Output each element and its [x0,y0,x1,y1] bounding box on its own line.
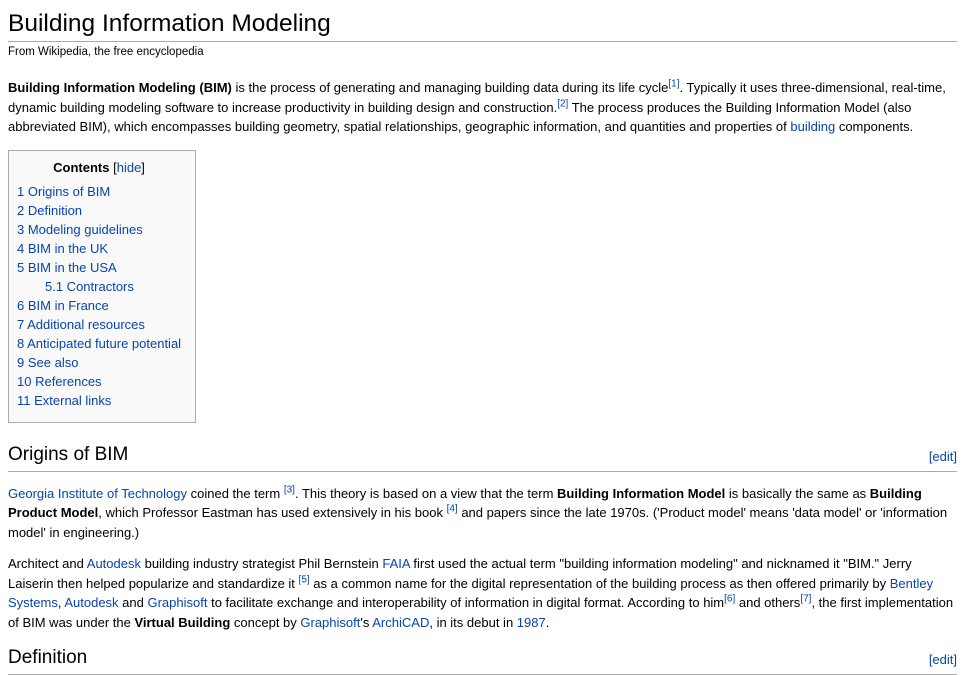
wiki-link[interactable]: ArchiCAD [372,614,430,630]
edit-link[interactable]: [edit] [928,652,957,668]
text-run: , in its debut in [429,614,517,630]
text-run: . This theory is based on a view that th… [294,485,558,501]
site-tagline: From Wikipedia, the free encyclopedia [8,46,204,59]
text-run: Architect and [8,556,87,572]
intro-paragraph: Building Information Modeling (BIM) is t… [8,78,957,137]
intro-section: Building Information Modeling (BIM) is t… [8,78,957,137]
wiki-link[interactable]: Bentley Systems [8,575,934,611]
toc-item: 1 Origins of BIM [17,182,181,201]
bold-text: Building Information Model [557,485,726,501]
edit-section: [edit] [929,652,957,668]
text-run: components. [835,119,914,135]
toc-link[interactable]: 2 Definition [17,202,83,218]
text-run: , the first implementation of BIM was un… [8,595,954,630]
toc-item: 9 See also [17,353,181,372]
text-run: and others [735,595,801,611]
reference-link[interactable]: [1] [668,79,680,91]
toc-item: 5 BIM in the USA [17,258,181,277]
text-run: 's [360,614,373,630]
table-of-contents: Contents [hide] 1 Origins of BIM 2 Defini… [8,149,197,423]
bold-text: Building Information Modeling (BIM) [8,80,232,96]
section-body-origins: Georgia Institute of Technology coined t… [8,484,957,633]
wiki-link[interactable]: building [790,119,836,135]
toc-link[interactable]: 9 See also [17,354,79,370]
toc-link[interactable]: 5 BIM in the USA [17,259,117,275]
text-run: coined the term [187,485,284,501]
reference-sup: [2] [557,99,568,110]
toc-toggle: [hide] [113,160,145,175]
toc-list: 1 Origins of BIM 2 Definition 3 Modeling g… [17,182,181,410]
section-heading-text: Definition [8,647,88,669]
toc-link[interactable]: 5.1 Contractors [45,278,134,294]
toc-title: Contents [53,159,110,175]
toc-item: 6 BIM in France [17,296,181,315]
reference-link[interactable]: [7] [800,593,812,605]
bold-text: Virtual Building [134,614,231,630]
text-run: concept by [230,614,301,630]
section-heading-definition: [edit] Definition [8,647,957,675]
edit-link[interactable]: [edit] [928,448,957,464]
reference-sup: [5] [299,574,310,585]
text-run: is the process of generating and managin… [231,80,669,96]
toc-item: 7 Additional resources [17,315,181,334]
reference-link[interactable]: [3] [283,484,295,496]
toc-toggle-bracket-close: ] [141,159,145,175]
toc-item: 4 BIM in the UK [17,239,181,258]
reference-link[interactable]: [5] [298,574,310,586]
section-heading-text: Origins of BIM [8,443,129,465]
text-run: . [545,614,550,630]
reference-link[interactable]: [2] [557,98,569,110]
section-heading-origins: [edit] Origins of BIM [8,444,957,472]
reference-sup: [3] [284,484,295,495]
text-run: and papers since the late 1970s. ('Produ… [8,505,948,540]
wiki-link[interactable]: Autodesk [86,556,141,572]
text-run: building industry strategist Phil Bernst… [140,556,383,572]
text-run: , which Professor Eastman has used exten… [98,505,447,521]
reference-sup: [4] [447,504,458,515]
toc-link[interactable]: 10 References [17,373,102,389]
reference-sup: [6] [724,594,735,605]
section-paragraph: Architect and Autodesk building industry… [8,554,957,632]
toc-item: 2 Definition [17,201,181,220]
text-run: as a common name for the digital represe… [309,575,890,591]
toc-toggle-bracket-open: [ [113,159,117,175]
reference-link[interactable]: [4] [446,503,458,515]
text-run: The process produces the Building Inform… [8,99,912,135]
toc-item: 3 Modeling guidelines [17,220,181,239]
text-run: and [118,595,148,611]
text-run: . Typically it uses three-dimensional, r… [8,80,946,115]
bold-text: Building Product Model [8,485,922,521]
reference-link[interactable]: [6] [724,593,736,605]
text-run: first used the actual term "building inf… [8,556,912,591]
toc-link[interactable]: 6 BIM in France [17,297,109,313]
page-title: Building Information Modeling [8,0,957,43]
toc-header: Contents [hide] [17,160,181,175]
toc-link[interactable]: 11 External links [17,392,112,408]
reference-sup: [1] [668,79,679,90]
toc-item-sub: 5.1 Contractors [45,277,181,296]
text-run: is basically the same as [725,485,870,501]
text-run: to facilitate exchange and interoperabil… [207,595,725,611]
text-run: , [57,595,65,611]
toc-link[interactable]: 4 BIM in the UK [17,240,109,256]
toc-item: 8 Anticipated future potential [17,334,181,353]
toc-hide-link[interactable]: hide [116,159,142,175]
wiki-link[interactable]: Georgia Institute of Technology [8,485,187,501]
reference-sup: [7] [800,594,811,605]
wiki-link[interactable]: FAIA [382,556,410,572]
wiki-link[interactable]: Graphisoft [300,614,361,630]
sections-container: [edit] Origins of BIM Georgia Institute … [8,444,957,675]
wiki-link[interactable]: 1987 [516,614,546,630]
toc-link[interactable]: 3 Modeling guidelines [17,221,143,237]
wiki-link[interactable]: Autodesk [64,595,119,611]
toc-item: 11 External links [17,391,181,410]
toc-link[interactable]: 7 Additional resources [17,316,145,332]
toc-link[interactable]: 1 Origins of BIM [17,183,111,199]
toc-item: 10 References [17,372,181,391]
section-paragraph: Georgia Institute of Technology coined t… [8,484,957,543]
wiki-link[interactable]: Graphisoft [147,595,208,611]
edit-section: [edit] [929,449,957,465]
toc-link[interactable]: 8 Anticipated future potential [17,335,182,351]
